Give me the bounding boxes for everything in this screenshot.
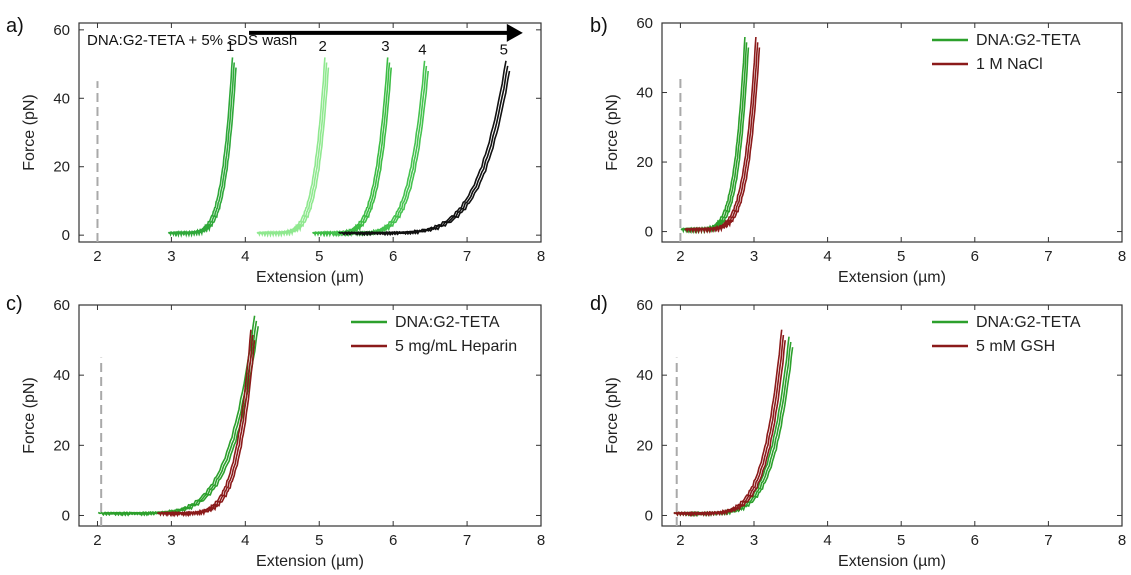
y-tick-label: 40: [636, 367, 653, 384]
series-line-2: [690, 47, 761, 234]
x-tick-label: 3: [167, 532, 175, 549]
series-line-2: [262, 67, 330, 238]
x-tick-label: 6: [971, 532, 979, 549]
y-tick-label: 0: [62, 507, 70, 524]
x-tick-label: 7: [1044, 532, 1052, 549]
x-tick-label: 5: [315, 248, 323, 265]
annotation-text: DNA:G2-TETA + 5% SDS wash: [87, 32, 297, 49]
series-line-4: [330, 60, 426, 237]
x-tick-label: 6: [971, 248, 979, 265]
y-tick-label: 60: [636, 15, 653, 32]
x-tick-label: 7: [1044, 248, 1052, 265]
series-line-2: [679, 340, 786, 518]
x-tick-label: 5: [315, 532, 323, 549]
legend-entry: 1 M NaCl: [976, 56, 1043, 73]
x-tick-label: 8: [1118, 532, 1126, 549]
series-line-5: [338, 60, 507, 237]
x-tick-label: 8: [537, 248, 545, 265]
x-axis-label: Extension (µm): [256, 553, 364, 570]
panel-label: a): [6, 15, 24, 37]
arrow-head: [506, 23, 523, 42]
legend-entry: DNA:G2-TETA: [395, 314, 500, 331]
chart-panel-2: b) 2 3 4 5 6 7 8 0 20 40 60 Extension (µm) Force (pN)…: [590, 15, 1126, 286]
y-axis-label: Force (pN): [604, 94, 621, 170]
x-tick-label: 4: [241, 248, 249, 265]
x-tick-label: 6: [389, 532, 397, 549]
series-line-2: [156, 329, 252, 518]
plot-frame: [661, 22, 1123, 243]
y-axis-label: Force (pN): [21, 94, 38, 170]
panel-label: c): [6, 293, 23, 315]
series-line-2: [676, 334, 785, 518]
y-tick-label: 0: [62, 227, 70, 244]
x-tick-label: 7: [463, 248, 471, 265]
series-line-3: [317, 67, 392, 238]
x-tick-label: 2: [676, 248, 684, 265]
x-tick-label: 2: [93, 532, 101, 549]
x-tick-label: 4: [241, 532, 249, 549]
plot-frame: [78, 22, 542, 243]
y-tick-label: 40: [636, 85, 653, 102]
y-tick-label: 0: [645, 224, 653, 241]
series-line-5: [344, 70, 511, 237]
x-axis-label: Extension (µm): [838, 553, 946, 570]
y-tick-label: 20: [636, 154, 653, 171]
y-tick-label: 20: [636, 437, 653, 454]
legend-entry: 5 mM GSH: [976, 338, 1055, 355]
y-tick-label: 60: [636, 297, 653, 314]
x-axis-label: Extension (µm): [838, 269, 946, 286]
x-tick-label: 3: [750, 248, 758, 265]
x-tick-label: 5: [897, 248, 905, 265]
series-line-2: [256, 57, 326, 238]
plot-frame: [661, 304, 1123, 527]
x-tick-label: 8: [537, 532, 545, 549]
y-tick-label: 60: [53, 297, 70, 314]
curve-label: 4: [418, 42, 426, 59]
x-tick-label: 6: [389, 248, 397, 265]
y-axis-label: Force (pN): [604, 377, 621, 453]
series-line-4: [333, 65, 428, 238]
series-line-1: [100, 320, 258, 517]
y-tick-label: 20: [53, 159, 70, 176]
curve-label: 1: [226, 38, 234, 55]
chart-panel-4: d) 2 3 4 5 6 7 8 0 20 40 60 Extension (µm) Force (pN)…: [590, 293, 1126, 570]
y-axis-label: Force (pN): [21, 377, 38, 453]
x-tick-label: 2: [93, 248, 101, 265]
y-tick-label: 40: [53, 90, 70, 107]
x-tick-label: 8: [1118, 248, 1126, 265]
curve-label: 2: [318, 38, 326, 55]
curve-label: 3: [381, 38, 389, 55]
chart-panel-1: a) 2 3 4 5 6 7 8 0 20 40 60 Extension (µm) Force (pN)…: [6, 15, 545, 286]
series-line-2: [673, 329, 783, 518]
x-tick-label: 3: [167, 248, 175, 265]
y-tick-label: 20: [53, 437, 70, 454]
panel-label: b): [590, 15, 608, 37]
series-line-2: [162, 340, 256, 518]
y-tick-label: 60: [53, 22, 70, 39]
x-tick-label: 5: [897, 532, 905, 549]
series-line-1: [173, 67, 237, 238]
x-tick-label: 3: [750, 532, 758, 549]
series-line-1: [103, 326, 259, 517]
series-line-1: [167, 57, 234, 238]
legend-entry: 5 mg/mL Heparin: [395, 338, 517, 355]
y-tick-label: 0: [645, 507, 653, 524]
series-line-5: [341, 65, 509, 237]
y-tick-label: 40: [53, 367, 70, 384]
series-line-2: [159, 334, 254, 518]
x-tick-label: 4: [823, 248, 831, 265]
curve-label: 5: [500, 42, 508, 59]
x-axis-label: Extension (µm): [256, 269, 364, 286]
plot-frame: [78, 304, 542, 527]
legend-entry: DNA:G2-TETA: [976, 32, 1081, 49]
chart-panel-3: c) 2 3 4 5 6 7 8 0 20 40 60 Extension (µm) Force (pN)…: [6, 293, 545, 570]
panel-label: d): [590, 293, 608, 315]
x-tick-label: 4: [823, 532, 831, 549]
x-tick-label: 7: [463, 532, 471, 549]
legend-entry: DNA:G2-TETA: [976, 314, 1081, 331]
x-tick-label: 2: [676, 532, 684, 549]
